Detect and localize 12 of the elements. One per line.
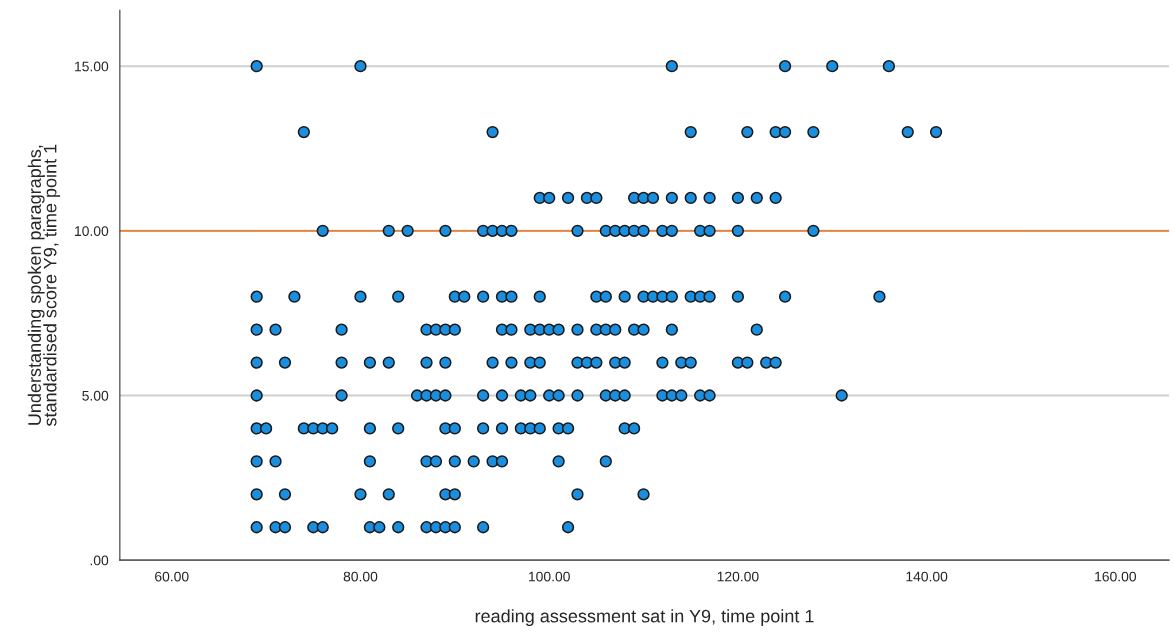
y-tick-label: 5.00 (82, 390, 109, 401)
y-tick-label: .00 (90, 555, 109, 566)
x-tick-label: 160.00 (1095, 571, 1137, 582)
x-axis-title: reading assessment sat in Y9, time point 1 (475, 609, 814, 627)
x-tick-label: 120.00 (717, 571, 759, 582)
x-tick-label: 80.00 (343, 571, 378, 582)
y-tick-label: 15.00 (75, 61, 109, 72)
y-axis-title: Understanding spoken paragraphs, standardised score Y9, time point 1 (27, 144, 61, 427)
x-tick-label: 60.00 (155, 571, 189, 582)
x-tick-label: 140.00 (906, 571, 948, 582)
x-tick-label: 100.00 (529, 571, 570, 582)
y-tick-label: 10.00 (75, 226, 109, 237)
